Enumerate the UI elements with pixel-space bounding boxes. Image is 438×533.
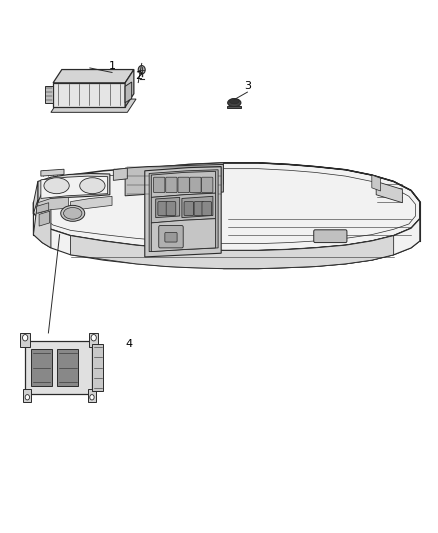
Polygon shape (227, 106, 241, 108)
Polygon shape (33, 213, 420, 269)
Polygon shape (71, 236, 394, 269)
Polygon shape (125, 165, 223, 196)
Ellipse shape (80, 177, 105, 193)
Text: 4: 4 (126, 338, 133, 349)
Circle shape (91, 335, 96, 341)
Ellipse shape (44, 177, 69, 193)
FancyBboxPatch shape (165, 232, 177, 242)
FancyBboxPatch shape (202, 201, 212, 215)
Circle shape (25, 394, 29, 400)
Polygon shape (41, 176, 108, 198)
Polygon shape (155, 197, 180, 217)
Polygon shape (376, 181, 403, 203)
Polygon shape (88, 389, 96, 402)
FancyBboxPatch shape (190, 177, 201, 192)
FancyBboxPatch shape (178, 177, 189, 192)
Polygon shape (92, 344, 103, 391)
Text: 2: 2 (134, 71, 142, 81)
Polygon shape (39, 211, 49, 226)
Polygon shape (20, 333, 30, 348)
FancyBboxPatch shape (159, 225, 183, 248)
Polygon shape (38, 197, 68, 213)
Polygon shape (45, 86, 53, 103)
Ellipse shape (230, 99, 239, 104)
Polygon shape (136, 163, 223, 189)
Polygon shape (149, 169, 218, 252)
Text: 3: 3 (244, 81, 251, 91)
Polygon shape (372, 175, 381, 191)
Polygon shape (36, 203, 49, 213)
Polygon shape (38, 173, 110, 200)
Polygon shape (53, 69, 134, 83)
Polygon shape (33, 163, 420, 251)
Ellipse shape (61, 205, 85, 221)
Polygon shape (41, 169, 64, 176)
Polygon shape (113, 168, 127, 180)
Polygon shape (151, 193, 215, 223)
Polygon shape (125, 82, 132, 103)
Polygon shape (33, 181, 38, 213)
Polygon shape (53, 83, 125, 107)
Ellipse shape (64, 207, 82, 219)
Text: 1: 1 (109, 61, 116, 71)
Polygon shape (145, 166, 221, 257)
Polygon shape (23, 389, 31, 402)
Polygon shape (57, 349, 78, 386)
Polygon shape (223, 163, 420, 269)
Polygon shape (151, 171, 215, 197)
Polygon shape (33, 192, 51, 248)
FancyBboxPatch shape (166, 201, 176, 215)
Circle shape (90, 394, 94, 400)
Polygon shape (89, 333, 99, 348)
FancyBboxPatch shape (194, 201, 204, 215)
Ellipse shape (228, 99, 241, 107)
FancyBboxPatch shape (201, 177, 213, 192)
Circle shape (22, 335, 28, 341)
FancyBboxPatch shape (184, 201, 194, 215)
Polygon shape (71, 196, 112, 211)
Polygon shape (151, 219, 215, 252)
Polygon shape (182, 196, 213, 217)
Polygon shape (31, 349, 52, 386)
FancyBboxPatch shape (153, 177, 165, 192)
Polygon shape (51, 99, 136, 112)
FancyBboxPatch shape (158, 201, 167, 215)
Polygon shape (125, 69, 134, 107)
Ellipse shape (138, 66, 145, 74)
Polygon shape (25, 341, 92, 394)
FancyBboxPatch shape (166, 177, 177, 192)
FancyBboxPatch shape (314, 230, 347, 243)
